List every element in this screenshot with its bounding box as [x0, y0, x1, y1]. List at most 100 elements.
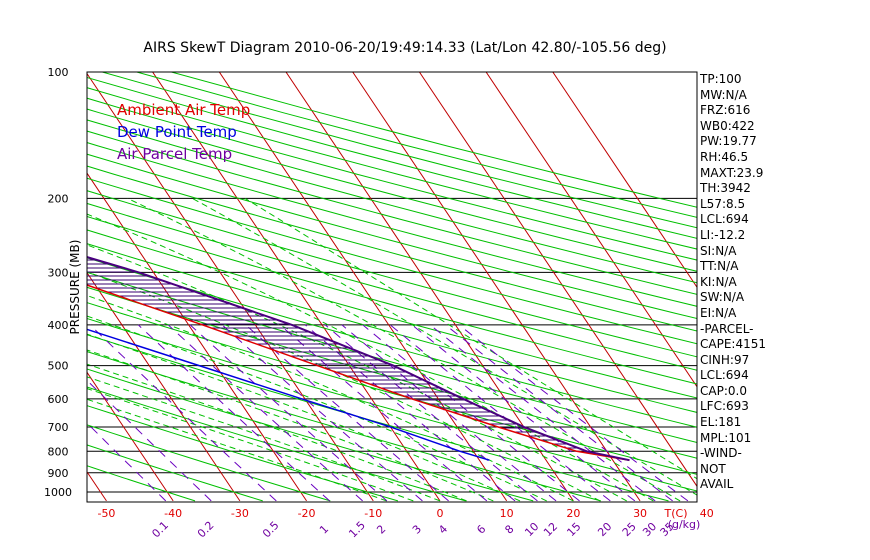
- mixing-ratio-tick-label: 1: [317, 522, 331, 536]
- mixing-ratio-tick-label: 30: [640, 520, 659, 539]
- pressure-tick-label: 200: [48, 192, 69, 205]
- moist-adiabat-line: [87, 376, 441, 502]
- mixing-ratio-tick-label: 0.1: [149, 519, 171, 541]
- dry-adiabat-line: [87, 177, 697, 345]
- mixing-ratio-line: [389, 324, 611, 502]
- dry-adiabat-line: [87, 108, 697, 272]
- dry-adiabat-line: [87, 130, 697, 295]
- isotherm-line: [418, 72, 697, 488]
- index-item: -PARCEL-: [700, 321, 754, 336]
- mixing-ratio-line: [458, 324, 689, 502]
- moist-adiabat-line: [87, 244, 627, 502]
- index-item: L57:8.5: [700, 196, 746, 211]
- isotherm-line: [87, 172, 307, 502]
- pressure-tick-label: 400: [48, 319, 69, 332]
- cape-shading: [87, 259, 629, 461]
- dry-adiabat-line: [87, 286, 697, 459]
- moist-adiabat-line: [192, 197, 697, 496]
- index-item: EI:N/A: [700, 305, 737, 320]
- bottom-temp-tick-label: 20: [566, 507, 580, 520]
- bottom-temp-tick-label: 40: [700, 507, 714, 520]
- grid-lines: [0, 72, 697, 502]
- pressure-tick-label: 300: [48, 266, 69, 279]
- dry-adiabat-line: [87, 216, 697, 385]
- mixing-ratio-line: [221, 324, 423, 502]
- mixing-ratio-tick-label: 4: [436, 522, 450, 536]
- bottom-temp-tick-label: -20: [298, 507, 316, 520]
- mixing-ratio-tick-label: 0.2: [195, 519, 217, 541]
- index-item: TP:100: [700, 72, 742, 86]
- mixing-ratio-line: [87, 379, 212, 502]
- dewpoint-line: [87, 328, 490, 461]
- dry-adiabat-line: [87, 87, 697, 250]
- moist-adiabat-line: [87, 333, 521, 502]
- mixing-ratio-line: [445, 324, 673, 502]
- pressure-tick-label: 1000: [44, 486, 72, 499]
- dry-adiabat-line: [87, 351, 601, 502]
- dry-adiabat-line: [87, 119, 697, 284]
- index-item: PW:19.77: [700, 134, 757, 149]
- mixing-ratio-tick-label: 1.5: [346, 519, 368, 541]
- dry-adiabat-line: [87, 444, 263, 502]
- dry-adiabat-line: [87, 243, 697, 413]
- ambient-temp-line: [87, 284, 630, 461]
- index-item: TT:N/A: [700, 259, 739, 274]
- dry-adiabat-line: [87, 424, 331, 502]
- index-item: RH:46.5: [700, 149, 749, 164]
- mixing-ratio-line: [324, 324, 538, 502]
- mixing-ratio-unit-label: (g/kg): [668, 518, 701, 531]
- moist-adiabat-line: [87, 363, 467, 502]
- pressure-tick-label: 500: [48, 360, 69, 373]
- dry-adiabat-line: [87, 368, 534, 502]
- pressure-tick-label: 100: [48, 66, 69, 79]
- moist-adiabat-line: [244, 197, 697, 480]
- mixing-ratio-line: [341, 324, 557, 502]
- index-item: SI:N/A: [700, 243, 737, 258]
- mixing-ratio-line: [167, 324, 363, 502]
- dry-adiabat-line: [87, 334, 669, 502]
- x-unit-label: T(C): [664, 507, 688, 520]
- isotherm-line: [218, 72, 508, 502]
- chart-title: AIRS SkewT Diagram 2010-06-20/19:49:14.3…: [143, 40, 666, 56]
- isotherm-line: [152, 72, 441, 502]
- dry-adiabat-line: [87, 271, 697, 444]
- mixing-ratio-line: [304, 324, 516, 502]
- legend-ambient-air-temp: Ambient Air Temp: [117, 101, 251, 119]
- moist-adiabat-line: [87, 398, 387, 502]
- plot-frame: [86, 71, 698, 503]
- mixing-ratio-tick-label: 20: [595, 520, 614, 539]
- dry-adiabat-line: [87, 153, 697, 320]
- pressure-tick-label: 600: [48, 393, 69, 406]
- y-axis-label: PRESSURE (MB): [68, 240, 82, 335]
- series-lines: [87, 255, 630, 462]
- bottom-temp-tick-label: -50: [97, 507, 115, 520]
- moist-adiabat-line: [127, 197, 681, 502]
- dry-adiabat-line: [87, 97, 697, 261]
- isotherm-line: [87, 271, 241, 502]
- index-item: MW:N/A: [700, 87, 747, 102]
- bottom-temp-tick-label: 30: [633, 507, 647, 520]
- pressure-tick-label: 900: [48, 467, 69, 480]
- isotherm-line: [352, 72, 641, 502]
- index-item: LCL:694: [700, 212, 749, 227]
- index-item: CAPE:4151: [700, 337, 766, 352]
- index-item: FRZ:616: [700, 103, 751, 118]
- legend-air-parcel-temp: Air Parcel Temp: [117, 145, 233, 163]
- mixing-ratio-tick-label: 8: [502, 522, 516, 536]
- moist-adiabat-line: [87, 315, 547, 502]
- moist-adiabat-line: [87, 294, 574, 502]
- mixing-ratio-tick-label: 0.5: [260, 519, 282, 541]
- bottom-temp-tick-label: 0: [436, 507, 443, 520]
- isotherm-line: [0, 72, 40, 501]
- mixing-ratio-line: [362, 324, 580, 502]
- bottom-temp-tick-label: 10: [500, 507, 514, 520]
- index-item: AVAIL: [700, 477, 734, 492]
- dry-adiabat-line: [87, 190, 697, 358]
- index-item: LI:-12.2: [700, 227, 746, 242]
- isotherm-line: [552, 72, 697, 289]
- dry-adiabat-line: [87, 165, 697, 332]
- pressure-tick-label: 700: [48, 421, 69, 434]
- parcel-line: [87, 255, 630, 462]
- mixing-ratio-line: [245, 324, 449, 502]
